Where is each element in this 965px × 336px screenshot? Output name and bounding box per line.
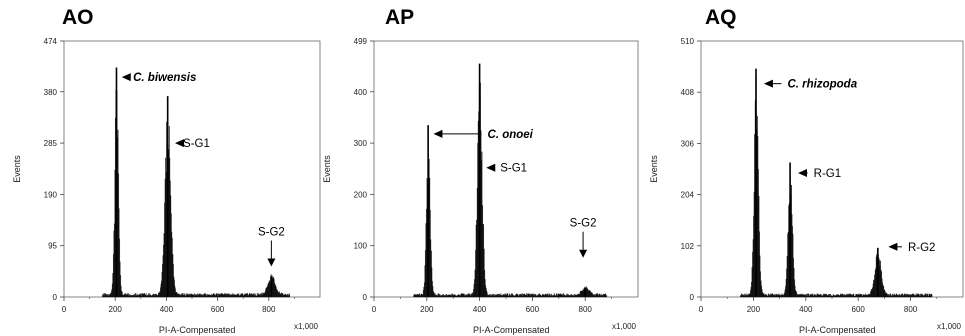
x-tick-label: 200 — [747, 305, 761, 314]
x-tick-label: 800 — [262, 305, 276, 314]
panel-label: AP — [385, 6, 414, 29]
x-axis-label: PI-A-Compensated — [799, 325, 876, 335]
annotation-arrow-head — [798, 169, 808, 178]
y-tick-label: 400 — [354, 88, 368, 97]
y-axis-label: Events — [12, 155, 22, 183]
annotation-arrow-head — [433, 129, 443, 138]
y-tick-label: 190 — [44, 190, 58, 199]
y-tick-label: 285 — [44, 139, 58, 148]
annotation-label: S-G2 — [258, 227, 285, 239]
y-tick-label: 0 — [363, 293, 368, 302]
y-tick-label: 499 — [354, 37, 368, 46]
histogram-svg-aq: AQ 0 102 204 306 408 510 0 200 400 600 800 PI-A-Comp… — [649, 6, 964, 335]
x-tick-label: 400 — [160, 305, 174, 314]
x-tick-label: 600 — [852, 305, 866, 314]
histogram-bars — [413, 82, 608, 298]
annotation-label: R-G1 — [814, 168, 841, 180]
annotation-label: S-G1 — [500, 163, 527, 175]
annotation-arrow-head — [121, 73, 131, 82]
panel-label: AO — [62, 6, 94, 29]
x-multiplier-label: x1,000 — [294, 322, 319, 331]
y-tick-label: 204 — [681, 191, 695, 200]
histogram-panel-ap: AP 0 100 200 300 400 499 0 200 400 600 800 PI-A-Comp… — [322, 0, 644, 336]
x-multiplier-label: x1,000 — [612, 322, 637, 331]
x-tick-label: 0 — [699, 305, 704, 314]
annotation-arrow-head — [888, 242, 898, 251]
annotation-label: S-G1 — [183, 138, 210, 150]
annotation-label: R-G2 — [908, 242, 935, 254]
x-multiplier-label: x1,000 — [937, 322, 962, 331]
y-tick-label: 300 — [354, 139, 368, 148]
y-axis-label: Events — [649, 155, 659, 183]
y-tick-label: 95 — [48, 242, 57, 251]
y-axis-label: Events — [322, 155, 332, 183]
x-tick-label: 600 — [526, 305, 540, 314]
annotation-arrow-head — [486, 163, 496, 172]
x-axis-label: PI-A-Compensated — [473, 325, 550, 335]
x-tick-label: 400 — [473, 305, 487, 314]
y-tick-label: 510 — [681, 37, 695, 46]
y-tick-label: 100 — [354, 242, 368, 251]
histogram-bars — [102, 84, 290, 298]
x-tick-label: 0 — [372, 305, 377, 314]
y-tick-label: 306 — [681, 139, 695, 148]
x-tick-label: 400 — [799, 305, 813, 314]
histogram-svg-ao: AO 0 95 190 285 380 474 0 200 400 600 800 PI-A-Compe… — [12, 6, 321, 335]
histogram-panel-ao: AO 0 95 190 285 380 474 0 200 400 600 800 PI-A-Compe… — [0, 0, 322, 336]
y-tick-label: 0 — [53, 293, 58, 302]
histogram-panel-aq: AQ 0 102 204 306 408 510 0 200 400 600 800 PI-A-Comp… — [643, 0, 965, 336]
panel-label: AQ — [705, 6, 737, 29]
annotation-arrow-head — [579, 249, 588, 258]
annotation-arrow-head — [267, 258, 276, 267]
x-tick-label: 0 — [62, 305, 67, 314]
x-axis-label: PI-A-Compensated — [159, 325, 236, 335]
annotation-label: C. biwensis — [133, 72, 196, 84]
y-tick-label: 200 — [354, 190, 368, 199]
y-tick-label: 380 — [44, 88, 58, 97]
x-tick-label: 800 — [579, 305, 593, 314]
annotation-arrow-head — [175, 139, 185, 148]
x-tick-label: 200 — [109, 305, 123, 314]
annotation-label: C. onoei — [488, 129, 534, 141]
annotation-label: C. rhizopoda — [787, 79, 857, 91]
histogram-svg-ap: AP 0 100 200 300 400 499 0 200 400 600 800 PI-A-Comp… — [322, 6, 639, 335]
y-tick-label: 474 — [44, 37, 58, 46]
x-tick-label: 200 — [420, 305, 434, 314]
y-tick-label: 0 — [690, 293, 695, 302]
x-tick-label: 800 — [904, 305, 918, 314]
annotation-arrow-head — [763, 79, 773, 88]
annotation-label: S-G2 — [570, 218, 597, 230]
x-tick-label: 600 — [211, 305, 225, 314]
y-tick-label: 102 — [681, 242, 695, 251]
y-tick-label: 408 — [681, 88, 695, 97]
histogram-bars — [740, 76, 933, 298]
